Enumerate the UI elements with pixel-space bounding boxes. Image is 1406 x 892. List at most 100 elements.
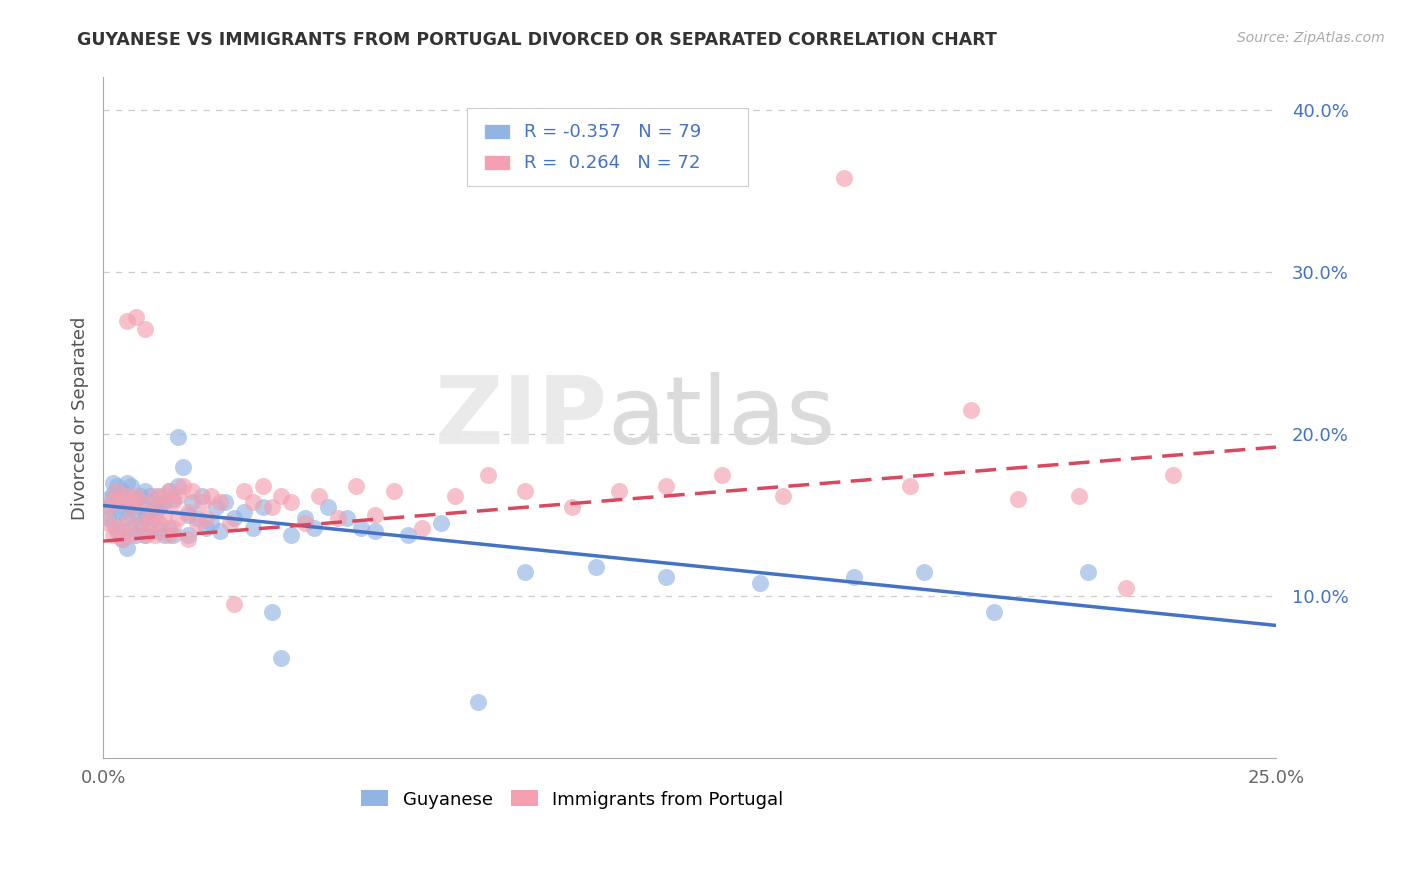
Point [960,402,983,417]
Point [176,505,198,519]
Point [411,521,433,535]
Point [204,500,226,514]
Point [167,430,190,444]
Text: GUYANESE VS IMMIGRANTS FROM PORTUGAL DIVORCED OR SEPARATED CORRELATION CHART: GUYANESE VS IMMIGRANTS FROM PORTUGAL DIV… [77,31,997,49]
Point [111,495,134,509]
Point [302,521,325,535]
Point [1115,581,1137,595]
Point [153,511,176,525]
Point [214,495,236,509]
Text: R =  0.264   N = 72: R = 0.264 N = 72 [524,153,700,171]
Point [157,527,180,541]
Point [97,516,120,531]
Point [364,524,387,539]
Point [153,527,176,541]
Point [477,467,499,482]
Point [148,500,170,514]
Point [115,541,138,555]
Point [186,516,208,531]
Point [134,322,156,336]
Point [134,527,156,541]
Point [162,491,184,506]
Point [120,500,142,514]
Point [242,521,264,535]
Point [898,479,921,493]
Point [105,524,128,539]
Point [115,313,138,327]
Point [125,505,148,519]
Point [176,508,198,523]
Point [336,511,359,525]
Point [148,489,170,503]
Point [834,170,856,185]
Point [134,483,156,498]
Point [143,527,166,541]
Point [139,505,162,519]
Point [209,524,232,539]
Point [515,565,537,579]
Point [224,511,246,525]
Point [120,527,142,541]
Point [280,495,302,509]
Point [607,483,630,498]
Point [148,516,170,531]
Point [172,479,194,493]
Point [467,695,489,709]
Point [125,489,148,503]
Point [148,500,170,514]
Point [218,516,240,531]
Point [308,489,330,503]
Point [1067,489,1090,503]
Point [430,516,453,531]
Point [120,500,142,514]
Point [983,606,1005,620]
Point [561,500,583,514]
Point [134,527,156,541]
Point [280,527,302,541]
Legend: Guyanese, Immigrants from Portugal: Guyanese, Immigrants from Portugal [356,785,789,814]
Point [111,483,134,498]
Point [655,570,678,584]
Text: ZIP: ZIP [434,372,607,464]
Point [129,500,152,514]
Point [162,521,184,535]
Point [143,500,166,514]
Point [143,511,166,525]
Point [162,495,184,509]
Point [912,565,935,579]
Point [129,516,152,531]
Point [105,500,128,514]
Point [176,533,198,547]
Point [585,560,607,574]
Point [97,500,120,514]
Point [105,521,128,535]
Point [157,521,180,535]
Point [167,489,190,503]
Point [186,511,208,525]
Point [350,521,373,535]
Point [172,459,194,474]
Point [148,524,170,539]
Point [1007,491,1029,506]
Point [224,597,246,611]
Point [129,495,152,509]
Point [209,495,232,509]
Point [294,516,316,531]
Point [125,491,148,506]
Bar [484,124,510,139]
Point [364,508,387,523]
Point [115,475,138,490]
Point [1077,565,1099,579]
Point [101,516,124,531]
Point [842,570,865,584]
Point [97,500,120,514]
FancyBboxPatch shape [467,108,748,186]
Point [242,495,264,509]
Point [200,489,222,503]
Y-axis label: Divorced or Separated: Divorced or Separated [72,316,89,519]
Point [748,576,770,591]
Point [157,483,180,498]
Point [101,527,124,541]
Point [129,516,152,531]
Point [111,533,134,547]
